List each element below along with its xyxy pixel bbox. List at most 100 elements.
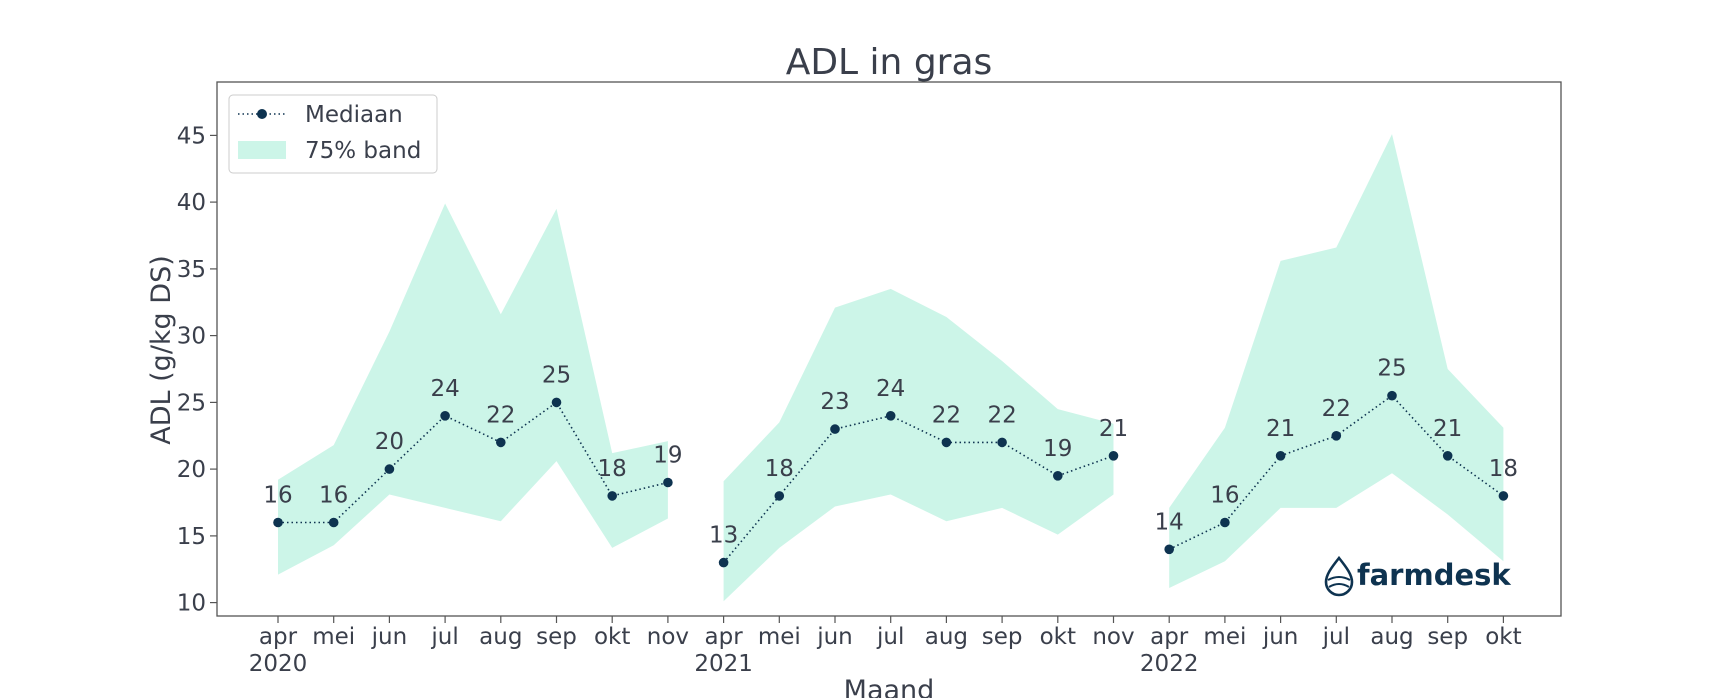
chart-title: ADL in gras — [786, 42, 993, 83]
x-year-label: 2021 — [694, 651, 753, 677]
median-point — [1164, 544, 1174, 555]
x-tick-label: jul — [876, 624, 904, 650]
data-label: 21 — [1099, 416, 1128, 442]
x-tick-label: jul — [430, 624, 458, 650]
median-point — [328, 517, 339, 528]
data-label: 22 — [486, 402, 515, 428]
band-layer — [278, 134, 1504, 602]
data-label: 16 — [319, 483, 348, 509]
median-point — [1053, 471, 1063, 481]
median-point — [830, 424, 840, 434]
median-point — [1331, 431, 1342, 441]
x-tick-label: okt — [1485, 624, 1521, 650]
x-tick-label: sep — [536, 624, 577, 650]
data-label: 18 — [765, 456, 794, 482]
data-label: 18 — [598, 456, 627, 482]
farmdesk-drop-icon — [1324, 555, 1354, 597]
x-tick-label: mei — [758, 624, 801, 650]
y-tick-label: 40 — [177, 190, 206, 216]
median-line-2021 — [722, 414, 1114, 564]
legend-median-marker — [257, 109, 267, 119]
x-tick-label: aug — [479, 624, 522, 650]
median-point — [941, 437, 952, 448]
farmdesk-logo: farmdesk — [1324, 555, 1511, 597]
x-year-label: 2020 — [249, 651, 308, 677]
x-axis: apr mei jun jul aug sep okt nov apr mei jun jul aug s… — [249, 616, 1522, 677]
legend: Mediaan 75% band — [228, 94, 438, 174]
x-tick-label: jun — [371, 624, 408, 650]
y-tick-label: 45 — [177, 123, 206, 149]
x-tick-label: nov — [647, 624, 689, 650]
median-point — [997, 437, 1007, 448]
data-label: 20 — [375, 429, 404, 455]
data-label: 19 — [1043, 436, 1072, 462]
data-label: 21 — [1266, 416, 1295, 442]
x-tick-label: okt — [594, 624, 630, 650]
legend-band-label: 75% band — [305, 138, 421, 164]
data-label: 16 — [1210, 483, 1239, 509]
y-tick-label: 15 — [177, 524, 206, 550]
median-point — [663, 477, 673, 488]
farmdesk-drop-wave-2 — [1328, 583, 1350, 588]
median-point — [885, 411, 896, 421]
median-point — [1220, 517, 1230, 528]
data-label: 14 — [1155, 509, 1184, 535]
data-label: 19 — [653, 443, 682, 469]
y-axis-label: ADL (g/kg DS) — [146, 255, 177, 444]
median-point — [384, 464, 395, 474]
data-label: 22 — [1322, 396, 1351, 422]
data-label: 21 — [1433, 416, 1462, 442]
data-label: 16 — [263, 483, 292, 509]
band-2020 — [278, 203, 668, 575]
data-label: 25 — [1377, 356, 1406, 382]
x-tick-label: sep — [1427, 624, 1468, 650]
band-2021 — [723, 288, 1114, 602]
median-point — [496, 437, 506, 448]
median-point-layer — [273, 390, 1509, 568]
x-tick-label: nov — [1092, 624, 1134, 650]
data-label: 22 — [987, 402, 1016, 428]
median-point — [718, 557, 729, 568]
x-tick-label: aug — [925, 624, 968, 650]
median-point — [607, 491, 617, 501]
median-point — [1498, 491, 1509, 501]
x-tick-label: jun — [1262, 624, 1299, 650]
median-point — [551, 397, 562, 408]
x-tick-label: apr — [259, 624, 298, 650]
x-tick-label: aug — [1370, 624, 1413, 650]
median-point — [774, 491, 785, 501]
x-tick-label: okt — [1040, 624, 1076, 650]
y-tick-label: 20 — [177, 457, 206, 483]
median-point — [1387, 390, 1397, 401]
y-tick-label: 35 — [177, 257, 206, 283]
median-point — [1108, 451, 1119, 461]
data-label: 23 — [820, 389, 849, 415]
x-tick-label: mei — [312, 624, 355, 650]
legend-band-swatch — [238, 141, 286, 159]
data-label: 25 — [542, 362, 571, 388]
y-axis: 10 15 20 25 30 35 40 45 — [177, 123, 217, 617]
median-point — [273, 517, 283, 528]
median-point — [1442, 451, 1453, 461]
x-tick-label: jul — [1322, 624, 1350, 650]
legend-median-label: Mediaan — [305, 102, 403, 128]
data-label: 13 — [709, 523, 738, 549]
farmdesk-drop-wave-1 — [1327, 576, 1351, 581]
y-tick-label: 25 — [177, 390, 206, 416]
x-tick-label: apr — [705, 624, 744, 650]
x-tick-label: apr — [1150, 624, 1189, 650]
data-label: 24 — [430, 376, 459, 402]
x-year-label: 2022 — [1140, 651, 1199, 677]
x-tick-label: sep — [982, 624, 1023, 650]
band-2022 — [1169, 134, 1504, 588]
y-tick-label: 30 — [177, 324, 206, 350]
x-tick-label: jun — [816, 624, 853, 650]
data-label: 24 — [876, 376, 905, 402]
farmdesk-logo-text: farmdesk — [1357, 558, 1511, 592]
median-point — [440, 411, 450, 421]
data-label: 22 — [932, 402, 961, 428]
x-tick-label: mei — [1203, 624, 1246, 650]
data-label: 18 — [1489, 456, 1518, 482]
plot-frame — [216, 81, 1562, 617]
